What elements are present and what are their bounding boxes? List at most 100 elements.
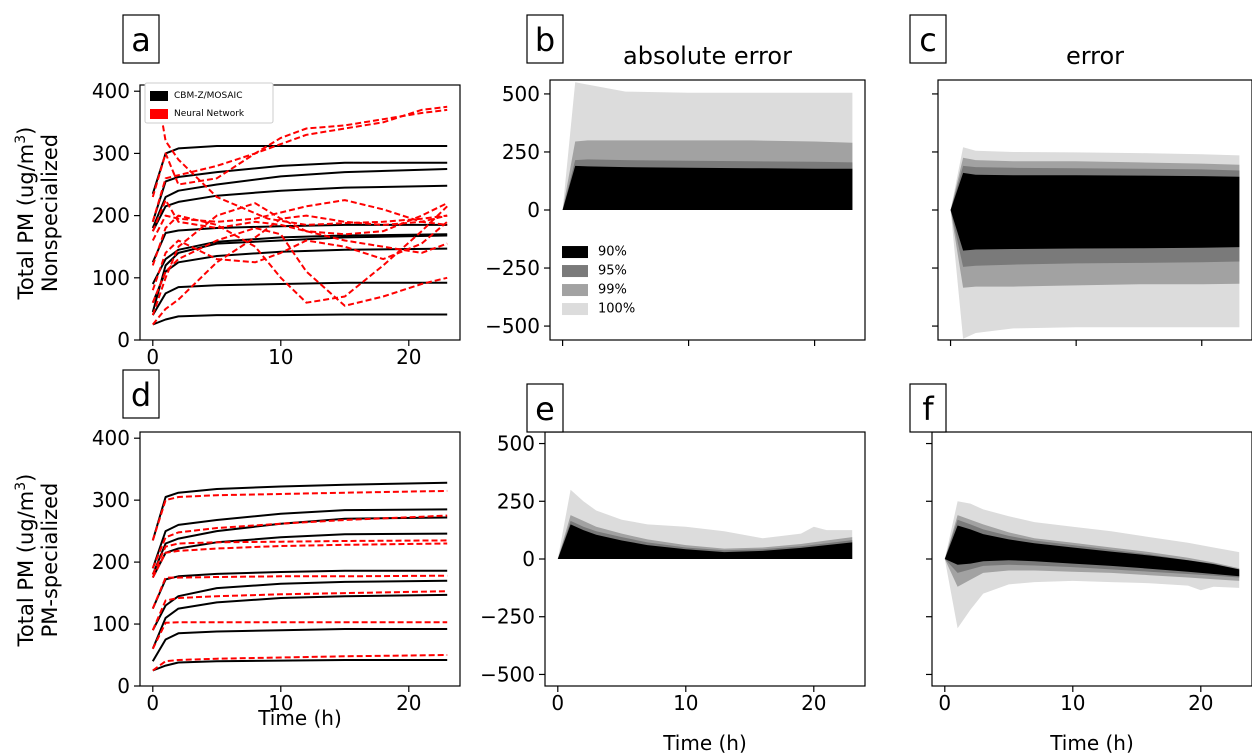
nn-line-13 [151, 105, 448, 223]
plot-area [151, 481, 448, 672]
y-tick-label: 200 [92, 204, 130, 228]
cbmz-line-10 [151, 234, 448, 313]
nn-line-11 [151, 102, 448, 226]
x-axis-label: Time (h) [257, 706, 342, 730]
y-tick-label: 250 [497, 489, 535, 513]
y-tick-label: −250 [480, 605, 535, 629]
band-90-pct [562, 165, 853, 210]
y-tick-label: 500 [502, 82, 540, 106]
y-tick-label: 500 [497, 432, 535, 456]
panel-letter-box [909, 14, 947, 64]
nn-line-14 [151, 574, 448, 609]
panel-a: 0 100 200 300 400 0 10 20 a CBM-Z/MOSAIC Neural Ne… [92, 14, 461, 369]
panel-letter: f [922, 390, 934, 428]
y-tick-label: 0 [522, 547, 535, 571]
legend-label: 99% [598, 283, 627, 298]
axes-frame [139, 84, 461, 341]
x-tick-label: 20 [801, 691, 826, 715]
legend-label: 95% [598, 264, 627, 279]
nn-line-20 [152, 214, 448, 326]
x-axis-label: Time (h) [662, 731, 747, 755]
legend-label: Neural Network [174, 109, 245, 119]
cbmz-line-2 [151, 508, 448, 569]
row-label-units: Total PM (ug/m3) [13, 474, 38, 648]
legend-swatch [562, 284, 588, 297]
y-tick-label: 300 [92, 141, 130, 165]
nn-line-12 [151, 539, 448, 575]
panel-d: 0 100 200 300 400 0 10 20 Time (h) d [92, 369, 461, 730]
x-tick-label: 10 [673, 691, 698, 715]
panel-c: error c [909, 14, 1252, 346]
cbmz-line-7 [151, 593, 448, 650]
panel-f: 0 10 20 Time (h) f [909, 383, 1252, 755]
y-tick-label: −500 [485, 314, 540, 338]
axes-frame [139, 431, 461, 687]
legend-label: 90% [598, 245, 627, 260]
x-tick-label: 10 [268, 691, 293, 715]
legend-label: 100% [598, 302, 635, 317]
y-tick-label: 400 [92, 426, 130, 450]
plot-area [950, 147, 1240, 339]
panel-letter: b [535, 21, 555, 59]
band-90-pct [557, 524, 853, 559]
cbmz-line-6 [151, 233, 448, 285]
row-label-unit-superscript: 3 [13, 135, 29, 144]
legend-box [144, 82, 274, 124]
legend-swatch [150, 91, 168, 101]
panel-letter: c [919, 21, 937, 59]
x-axis-label: Time (h) [1049, 731, 1134, 755]
legend-swatch [562, 246, 588, 259]
row-label-unit-close: ) [14, 127, 38, 135]
band-90-pct [944, 525, 1240, 577]
panel-e: −500 −250 0 250 500 0 10 20 Time (h) e [480, 383, 866, 755]
panel-letter: e [535, 390, 555, 428]
legend-swatch [562, 303, 588, 316]
y-tick-label: 250 [502, 140, 540, 164]
row-label-units: Total PM (ug/m3) [13, 127, 38, 301]
panel-letter: a [131, 21, 151, 59]
nn-line-16 [151, 199, 448, 241]
nn-line-17 [151, 221, 448, 291]
row-label-1: Total PM (ug/m3)Nonspecialized [13, 127, 62, 301]
nn-line-11 [151, 514, 448, 569]
plot-area [557, 489, 853, 559]
nn-line-16 [151, 621, 448, 650]
cbmz-line-1 [151, 481, 448, 541]
cbmz-line-3 [151, 168, 448, 229]
row-label-name: Nonspecialized [38, 134, 62, 292]
x-tick-label: 20 [396, 345, 421, 369]
y-tick-label: −250 [485, 256, 540, 280]
row-label-unit-close: ) [14, 474, 38, 482]
cbmz-line-8 [151, 628, 448, 662]
y-tick-label: 100 [92, 266, 130, 290]
row-label-name: PM-specialized [38, 483, 62, 638]
plot-area [562, 82, 853, 210]
y-tick-label: 100 [92, 612, 130, 636]
x-tick-label: 20 [396, 691, 421, 715]
nn-line-10 [151, 489, 448, 541]
x-tick-label: 10 [268, 345, 293, 369]
x-tick-label: 20 [1188, 691, 1213, 715]
row-label-unit-superscript: 3 [13, 482, 29, 491]
row-label-2: Total PM (ug/m3)PM-specialized [13, 474, 62, 648]
panel-letter-box [909, 383, 947, 433]
x-tick-label: 0 [938, 691, 951, 715]
band-90-pct [950, 172, 1240, 251]
cbmz-line-5 [151, 223, 448, 263]
cbmz-line-7 [151, 247, 448, 304]
panel-letter-box [526, 14, 564, 64]
column-title: error [1066, 42, 1124, 70]
cbmz-line-3 [151, 516, 448, 575]
row-label-unit-text: Total PM (ug/m [14, 144, 38, 301]
x-tick-label: 0 [146, 691, 159, 715]
y-tick-label: −500 [480, 662, 535, 686]
cbmz-line-8 [151, 281, 448, 316]
panel-letter-box [122, 369, 160, 419]
x-tick-label: 10 [1060, 691, 1085, 715]
row-label-unit-text: Total PM (ug/m [14, 491, 38, 648]
legend-swatch [150, 109, 168, 119]
panel-letter: d [131, 376, 151, 414]
nn-line-15 [151, 199, 448, 254]
cbmz-line-9 [152, 313, 448, 326]
